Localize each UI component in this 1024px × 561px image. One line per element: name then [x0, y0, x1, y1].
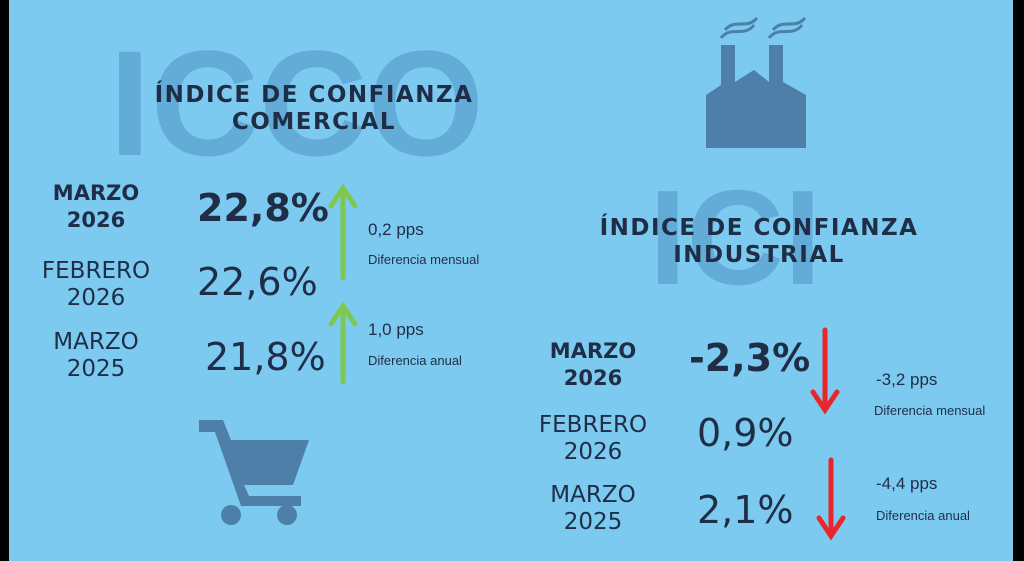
period: MARZO 2025 [523, 482, 663, 536]
value: 2,1% [697, 488, 794, 532]
period-line: 2025 [66, 356, 126, 382]
period-line: 2026 [563, 439, 623, 465]
watermark: ICCO [109, 19, 484, 187]
change-label: Diferencia mensual [874, 403, 986, 418]
title-line: COMERCIAL [231, 109, 397, 135]
period-line: FEBRERO [41, 258, 151, 284]
change-label: Diferencia mensual [368, 252, 480, 267]
period-line: MARZO [52, 181, 140, 205]
value: 22,6% [197, 260, 318, 304]
period: FEBRERO 2026 [26, 258, 166, 312]
factory-icon [706, 16, 807, 148]
change-label: Diferencia anual [876, 508, 970, 523]
value: 22,8% [197, 186, 329, 230]
period: MARZO 2025 [26, 329, 166, 383]
change-value: 1,0 pps [368, 320, 424, 339]
value: 21,8% [205, 335, 326, 379]
period-line: MARZO [550, 482, 636, 508]
change-label: Diferencia anual [368, 353, 462, 368]
period-line: FEBRERO [538, 412, 648, 438]
panel-title: ÍNDICE DE CONFIANZA INDUSTRIAL [554, 215, 964, 269]
period-line: 2026 [66, 285, 126, 311]
watermark: ICI [649, 162, 822, 313]
period-line: MARZO [53, 329, 139, 355]
infographic: ICCO ICI ÍNDICE DE CONFIANZA COMERCIAL ÍN… [9, 0, 1013, 561]
title-line: INDUSTRIAL [673, 242, 845, 268]
down-arrow [810, 327, 840, 415]
period: MARZO 2026 [523, 338, 663, 392]
period-line: 2026 [66, 208, 126, 232]
up-arrow [328, 183, 358, 281]
change-value: -4,4 pps [876, 474, 938, 493]
down-arrow [816, 457, 846, 541]
panel-title: ÍNDICE DE CONFIANZA COMERCIAL [109, 82, 519, 136]
change-value: 0,2 pps [368, 220, 424, 239]
period: FEBRERO 2026 [523, 412, 663, 466]
cart-icon [199, 420, 309, 525]
title-line: ÍNDICE DE CONFIANZA [154, 82, 474, 108]
period-line: 2026 [563, 366, 623, 390]
change-value: -3,2 pps [876, 370, 938, 389]
period: MARZO 2026 [26, 180, 166, 234]
period-line: MARZO [549, 339, 637, 363]
value: -2,3% [689, 336, 811, 380]
decorations [199, 16, 846, 541]
title-line: ÍNDICE DE CONFIANZA [599, 215, 919, 241]
up-arrow [328, 301, 358, 385]
value: 0,9% [697, 411, 794, 455]
period-line: 2025 [563, 509, 623, 535]
